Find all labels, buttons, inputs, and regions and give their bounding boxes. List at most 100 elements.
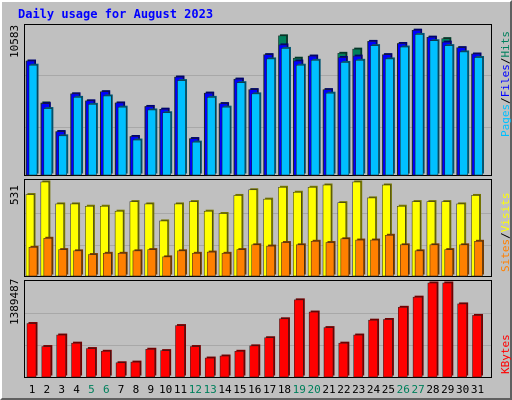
pages-bar-10: [162, 112, 171, 176]
day-label-6: 6: [103, 383, 110, 396]
sites-bar-13: [206, 251, 216, 277]
kbytes-bar-16: [249, 345, 259, 378]
kbytes-bar-9: [145, 349, 156, 378]
sites-bar-3: [58, 249, 67, 277]
day-label-4: 4: [73, 383, 80, 396]
sites-bar-20: [310, 241, 320, 277]
kbytes-bar-1: [26, 323, 37, 378]
pages-bar-6: [103, 95, 112, 176]
pages-bar-25: [385, 58, 394, 176]
pages-bar-27: [414, 34, 424, 176]
pages-bar-30: [459, 51, 468, 176]
day-label-9: 9: [147, 383, 154, 396]
legend-sep-1: /: [499, 97, 512, 104]
kbytes-ymax-label: 1389487: [8, 279, 21, 325]
day-label-13: 13: [204, 383, 217, 396]
sites-bar-22: [340, 238, 350, 277]
sites-bar-25: [385, 235, 394, 277]
sites-bar-7: [117, 253, 127, 277]
kbytes-bar-8: [130, 361, 141, 378]
legend-sep-2: /: [499, 58, 512, 65]
pages-bar-15: [236, 82, 246, 176]
pages-bar-16: [251, 93, 260, 176]
sites-bar-11: [177, 250, 186, 277]
day-label-29: 29: [441, 383, 454, 396]
day-label-15: 15: [233, 383, 246, 396]
kbytes-bar-20: [308, 311, 319, 378]
pages-bar-26: [400, 46, 409, 176]
sites-bar-9: [147, 249, 157, 277]
legend-pages-label: Pages: [499, 104, 512, 137]
sites-bar-17: [266, 245, 275, 277]
pages-bar-2: [43, 108, 53, 176]
day-label-20: 20: [308, 383, 321, 396]
kbytes-bar-2: [41, 346, 52, 378]
sites-bar-1: [28, 247, 38, 277]
day-label-16: 16: [248, 383, 261, 396]
kbytes-bar-6: [101, 351, 111, 378]
kbytes-bar-7: [115, 362, 126, 378]
day-label-21: 21: [322, 383, 335, 396]
pages-bar-1: [28, 64, 38, 176]
legend-files-label: Files: [499, 64, 512, 97]
day-label-22: 22: [337, 383, 350, 396]
kbytes-bar-4: [71, 342, 81, 378]
sites-bar-12: [192, 253, 201, 277]
pages-bar-9: [147, 109, 157, 176]
sites-bar-26: [400, 244, 409, 277]
pages-bar-23: [355, 60, 364, 176]
sites-bar-2: [43, 238, 53, 277]
sites-bar-29: [444, 249, 454, 277]
day-label-23: 23: [352, 383, 365, 396]
pages-bar-14: [221, 106, 231, 176]
kbytes-bar-19: [294, 299, 304, 378]
sites-bar-24: [370, 239, 379, 277]
kbytes-bar-12: [190, 346, 200, 378]
sites-bar-8: [132, 250, 142, 277]
pages-bar-13: [206, 97, 216, 176]
sites-bar-23: [355, 239, 364, 277]
pages-bar-24: [370, 45, 379, 176]
kbytes-bar-24: [368, 319, 378, 378]
pages-bar-28: [429, 40, 439, 176]
sites-bar-28: [429, 244, 439, 277]
kbytes-legend-text: KBytes: [499, 334, 512, 374]
visits-ymax-label: 531: [8, 185, 21, 205]
day-label-12: 12: [189, 383, 202, 396]
kbytes-bar-25: [383, 319, 393, 378]
sites-bar-18: [281, 242, 290, 277]
day-label-11: 11: [174, 383, 187, 396]
kbytes-bar-13: [204, 357, 215, 378]
sites-bar-16: [251, 244, 260, 277]
pages-bar-4: [73, 97, 82, 176]
pages-bar-19: [296, 64, 305, 176]
kbytes-bar-30: [457, 303, 467, 378]
sites-bar-21: [325, 242, 335, 277]
kbytes-bar-29: [442, 282, 453, 378]
sites-bar-14: [221, 253, 231, 277]
pages-bar-17: [266, 58, 275, 176]
day-label-17: 17: [263, 383, 276, 396]
day-label-27: 27: [411, 383, 424, 396]
sites-bar-30: [459, 244, 468, 277]
legend-sites-label: Sites: [499, 239, 512, 272]
day-label-24: 24: [367, 383, 381, 396]
legend-sep-3: /: [499, 232, 512, 239]
legend-kbytes-label: KBytes: [499, 334, 512, 374]
hits-ymax-label: 10583: [8, 25, 21, 58]
kbytes-bar-5: [86, 348, 96, 378]
day-label-14: 14: [218, 383, 232, 396]
pages-bar-22: [340, 62, 350, 176]
kbytes-bar-23: [353, 334, 363, 378]
day-label-25: 25: [382, 383, 395, 396]
pages-bar-31: [474, 57, 483, 176]
kbytes-bar-18: [279, 318, 289, 378]
chart-title: Daily usage for August 2023: [18, 7, 214, 21]
pages-bar-12: [192, 141, 201, 176]
legend-hits-label: Hits: [499, 31, 512, 58]
kbytes-bar-3: [56, 334, 66, 378]
kbytes-bar-26: [398, 307, 408, 378]
day-label-30: 30: [456, 383, 469, 396]
day-label-8: 8: [133, 383, 140, 396]
kbytes-bar-21: [323, 327, 334, 378]
